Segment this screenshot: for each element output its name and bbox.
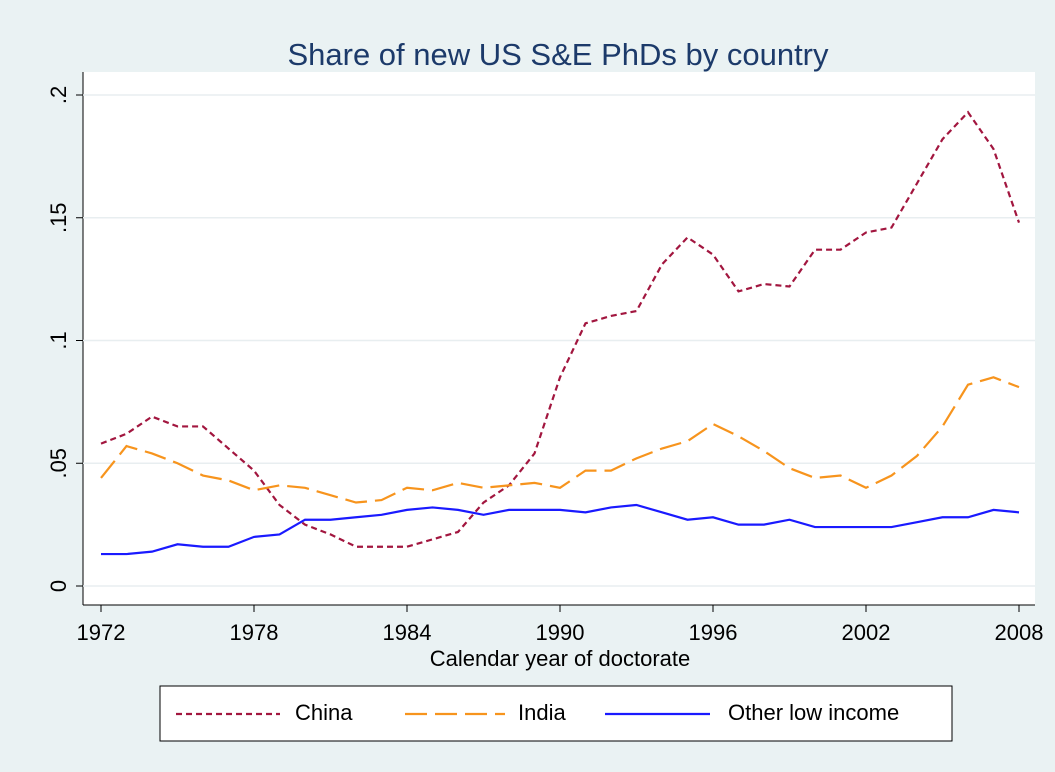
x-tick-label: 1984 xyxy=(383,620,432,645)
chart-title: Share of new US S&E PhDs by country xyxy=(287,37,829,72)
x-tick-label: 1990 xyxy=(536,620,585,645)
x-tick-label: 2008 xyxy=(995,620,1044,645)
plot-area xyxy=(83,72,1035,605)
y-tick-label: .1 xyxy=(46,331,71,349)
y-tick-label: .05 xyxy=(46,448,71,479)
x-tick-label: 1996 xyxy=(689,620,738,645)
line-series xyxy=(101,503,1020,556)
line-series xyxy=(100,376,1020,504)
x-tick-label: 2002 xyxy=(842,620,891,645)
x-axis-label: Calendar year of doctorate xyxy=(430,646,691,671)
x-tick-label: 1972 xyxy=(77,620,126,645)
legend-box xyxy=(159,685,953,742)
y-tick-label: 0 xyxy=(46,580,71,592)
x-tick-label: 1978 xyxy=(230,620,279,645)
line-series xyxy=(100,110,1021,548)
legend-label: China xyxy=(295,700,353,725)
y-tick-label: .15 xyxy=(46,202,71,233)
legend-label: India xyxy=(518,700,566,725)
y-tick-label: .2 xyxy=(46,86,71,104)
legend-label: Other low income xyxy=(728,700,899,725)
